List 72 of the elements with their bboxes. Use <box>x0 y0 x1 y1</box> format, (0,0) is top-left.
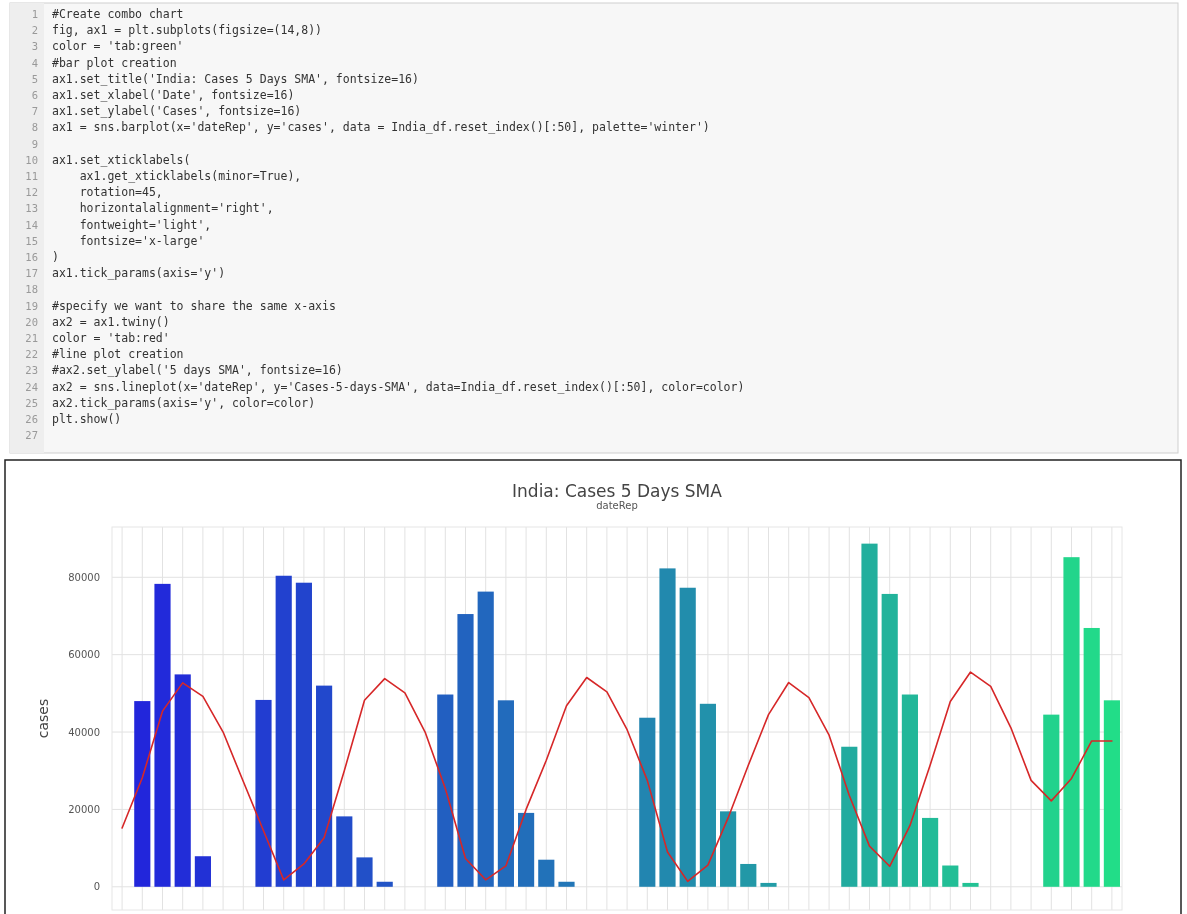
bar <box>275 575 292 887</box>
bar <box>538 859 555 887</box>
y-axis-title: cases <box>35 698 51 739</box>
bar <box>1043 714 1060 887</box>
bar <box>134 701 151 887</box>
bar <box>356 857 373 887</box>
bar <box>174 674 191 887</box>
text: 9 <box>31 137 38 150</box>
bar <box>497 700 514 887</box>
text: 14 fontweight='light', <box>25 217 212 232</box>
text: 15 fontsize='x-large' <box>25 233 205 248</box>
bar <box>457 614 474 887</box>
text: 11 ax1.get_xticklabels(minor=True), <box>25 169 302 183</box>
bar <box>861 543 878 887</box>
bar <box>639 717 656 887</box>
text: 22 #line plot creation <box>25 347 184 362</box>
text: 12 rotation=45, <box>25 185 163 200</box>
text: 26 plt.show() <box>25 412 122 426</box>
bar <box>922 817 939 887</box>
bar <box>316 685 333 887</box>
text: 4 #bar plot creation <box>31 55 177 70</box>
text: 25 ax2.tick_params(axis='y', color=color) <box>25 395 316 410</box>
bar <box>336 816 353 887</box>
text: 10 ax1.set_xticklabels( <box>25 152 191 167</box>
text: 8 ax1 = sns.barplot(x='dateRep', y='cases', data = India_df.reset_index()[:50], palette='winter') <box>31 120 710 135</box>
bar <box>1083 627 1100 887</box>
bar <box>760 882 777 887</box>
text: 20 ax2 = ax1.twiny() <box>25 314 170 329</box>
bar <box>962 882 979 887</box>
text: 13 horizontalalignment='right', <box>25 201 274 216</box>
y-tick-label: 40000 <box>68 726 100 738</box>
bar <box>477 591 494 887</box>
text: 2 fig, ax1 = plt.subplots(figsize=(14,8)) <box>31 23 323 38</box>
text: 23 #ax2.set_ylabel('5 days SMA', fontsize=16) <box>25 363 343 378</box>
text: 5 ax1.set_title('India: Cases 5 Days SMA', fontsize=16) <box>31 71 419 86</box>
bar <box>518 812 535 887</box>
y-tick-label: 80000 <box>68 571 100 583</box>
text: 6 ax1.set_xlabel('Date', fontsize=16) <box>31 88 295 102</box>
text: 27 <box>25 429 38 442</box>
bar <box>154 583 171 887</box>
text: 7 ax1.set_ylabel('Cases', fontsize=16) <box>31 104 302 119</box>
text: 16 ) <box>25 250 59 264</box>
y-tick-label: 20000 <box>68 803 100 815</box>
text: 18 <box>25 283 38 296</box>
text: 24 ax2 = sns.lineplot(x='dateRep', y='Cases-5-days-SMA', data=India_df.reset_index()[:50], color=color) <box>25 379 745 394</box>
bar <box>720 811 737 887</box>
text: 21 color = 'tab:red' <box>25 331 170 345</box>
bar <box>558 881 575 887</box>
text: 3 color = 'tab:green' <box>31 39 184 54</box>
bar <box>901 694 918 887</box>
bar <box>740 863 757 887</box>
y-tick-label: 60000 <box>68 649 100 661</box>
text: 1 #Create combo chart <box>31 7 184 21</box>
text: 19 #specify we want to share the same x-axis <box>25 298 336 313</box>
x2-axis-title: dateRep <box>596 500 638 511</box>
y-tick-label: 0 <box>93 881 100 893</box>
bar <box>194 856 211 887</box>
bar <box>437 694 454 887</box>
text: 17 ax1.tick_params(axis='y') <box>25 266 226 281</box>
bar <box>295 582 312 887</box>
bar <box>255 699 272 887</box>
bar <box>1063 557 1080 887</box>
bar <box>881 593 898 887</box>
bar <box>942 865 959 887</box>
bar <box>1103 700 1120 887</box>
bar <box>699 703 716 887</box>
bar <box>376 881 393 887</box>
bar <box>659 568 676 887</box>
line-series <box>121 671 1113 883</box>
bar <box>679 587 696 887</box>
chart-title: India: Cases 5 Days SMA <box>512 481 723 501</box>
bar <box>841 746 858 887</box>
